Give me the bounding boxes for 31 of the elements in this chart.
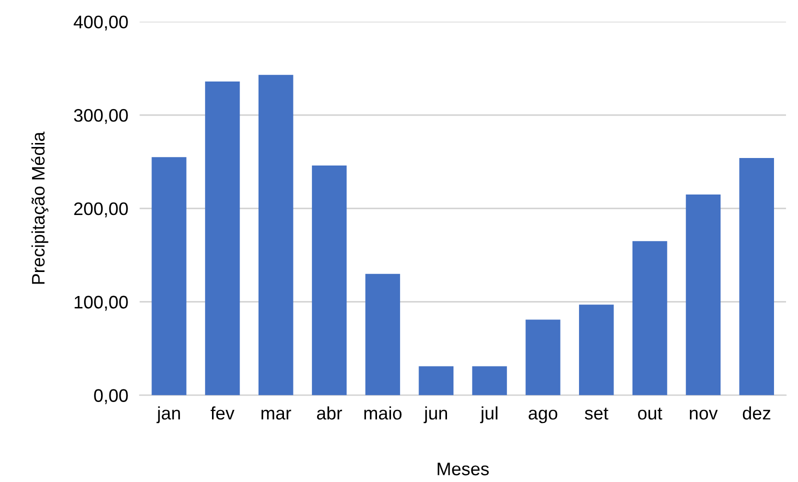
y-tick-label: 200,00	[74, 202, 128, 218]
x-tick-label: jun	[424, 406, 448, 424]
x-tick-label: fev	[210, 406, 234, 420]
y-tick-label: 300,00	[74, 109, 128, 124]
x-tick-label: set	[584, 408, 608, 420]
x-tick-label: maio	[364, 406, 402, 420]
y-axis-title: Precipitação Média	[31, 132, 48, 284]
bar	[526, 320, 560, 396]
x-tick-label: nov	[690, 410, 718, 420]
x-tick-label: dez	[742, 406, 770, 420]
y-tick-label: 100,00	[74, 296, 128, 311]
bar	[632, 241, 668, 396]
bar	[739, 158, 774, 396]
x-tick-label: abr	[317, 406, 342, 420]
bar	[365, 274, 400, 396]
x-axis-title: Meses	[438, 462, 489, 476]
bar	[312, 166, 347, 396]
x-tick-label: mar	[262, 410, 292, 420]
bar	[258, 74, 294, 396]
bar	[686, 194, 721, 396]
y-tick-label: 0,00	[94, 389, 128, 404]
bar	[472, 366, 507, 396]
x-tick-label: jul	[480, 406, 498, 424]
bar	[579, 304, 614, 396]
x-tick-label: jan	[156, 406, 180, 424]
bar	[205, 81, 240, 396]
bar	[418, 366, 454, 396]
x-tick-label: ago	[528, 410, 558, 424]
bar	[152, 157, 186, 396]
x-tick-label: out	[638, 408, 662, 420]
y-tick-label: 400,00	[74, 16, 128, 31]
